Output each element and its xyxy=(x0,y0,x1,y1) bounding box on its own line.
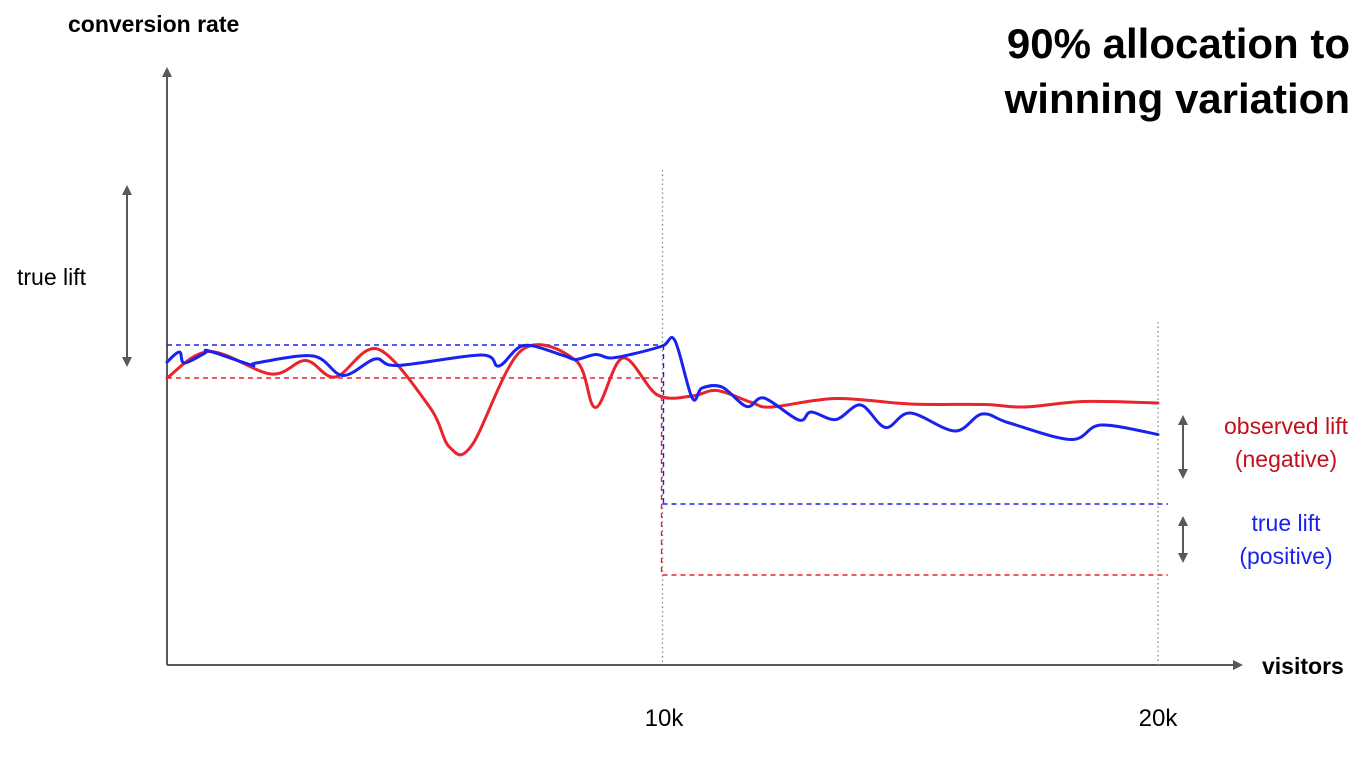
left-lift-label: true lift xyxy=(17,264,87,290)
y-axis-label: conversion rate xyxy=(68,11,239,37)
blue-series-line xyxy=(165,335,1160,442)
chart-title-line-1: 90% allocation to xyxy=(1007,20,1350,67)
x-tick-label-20k: 20k xyxy=(1139,705,1179,732)
observed-lift-label-line-2: (negative) xyxy=(1235,446,1337,472)
true-lift-label-line-1: true lift xyxy=(1251,510,1321,536)
chart-title-line-2: winning variation xyxy=(1004,75,1350,122)
observed-lift-label-line-1: observed lift xyxy=(1224,413,1349,439)
series-group xyxy=(165,335,1160,457)
vertical-guides xyxy=(661,170,1159,665)
reference-lines xyxy=(167,344,1168,576)
red-series-line xyxy=(165,343,1160,457)
x-tick-label-10k: 10k xyxy=(645,705,685,732)
true-lift-label-line-2: (positive) xyxy=(1239,543,1332,569)
x-axis-label: visitors xyxy=(1262,653,1344,679)
